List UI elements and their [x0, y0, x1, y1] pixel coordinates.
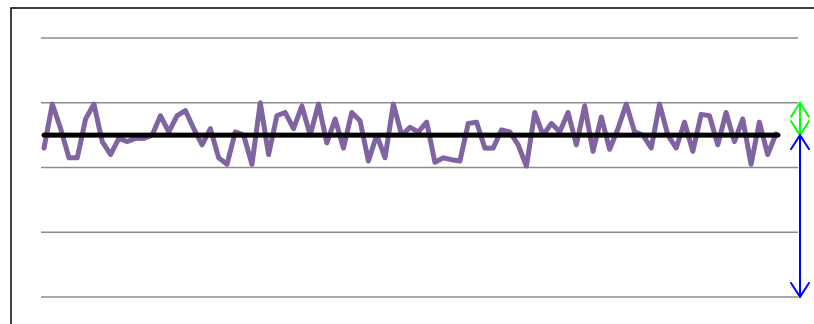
series-layer	[41, 100, 781, 169]
gridlines	[41, 37, 798, 298]
chart-border	[10, 7, 814, 324]
double-arrow-1	[790, 134, 810, 298]
annotations	[790, 101, 810, 298]
